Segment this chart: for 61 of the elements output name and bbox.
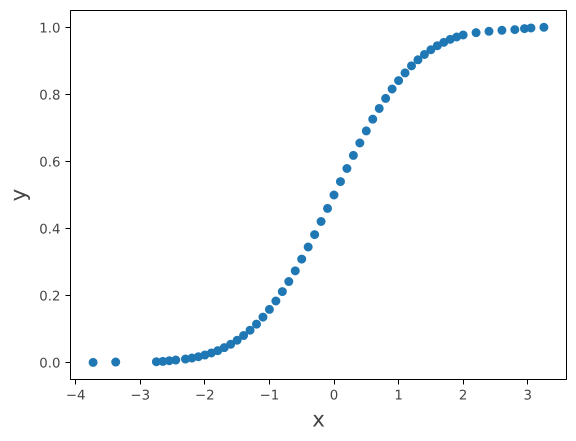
point — [400, 68, 410, 78]
y-tick-label: 0.6 — [39, 155, 61, 170]
point — [348, 150, 358, 160]
point — [381, 94, 390, 103]
y-tick-label: 0.8 — [39, 88, 61, 104]
point — [290, 266, 300, 276]
point — [264, 304, 274, 314]
point — [171, 356, 180, 365]
point — [316, 217, 326, 226]
point — [252, 320, 261, 329]
x-axis-title: x — [312, 408, 325, 432]
point — [111, 358, 120, 367]
point — [407, 61, 416, 70]
point — [232, 336, 242, 345]
y-tick-label: 1.0 — [39, 21, 61, 36]
point — [526, 23, 536, 32]
point — [246, 326, 255, 335]
y-axis-title: y — [6, 188, 32, 202]
point — [388, 84, 397, 94]
point — [336, 177, 345, 186]
x-tick-label: 2 — [458, 388, 468, 404]
point — [220, 343, 229, 352]
x-tick-label: −1 — [260, 388, 280, 404]
point — [472, 28, 481, 38]
point — [297, 254, 306, 264]
point — [271, 296, 280, 306]
point — [323, 204, 332, 213]
x-tick-label: 0 — [330, 388, 338, 404]
point — [439, 38, 448, 47]
x-tick-label: −4 — [66, 388, 86, 404]
point — [413, 55, 422, 64]
point — [362, 126, 371, 136]
point — [420, 50, 429, 59]
point — [497, 26, 506, 35]
point — [330, 190, 338, 200]
x-tick-label: 1 — [394, 388, 403, 404]
point — [426, 45, 436, 54]
point — [284, 277, 294, 286]
x-tick-label: −2 — [195, 388, 215, 404]
point — [458, 30, 468, 40]
point — [342, 164, 352, 173]
point — [394, 76, 404, 86]
point — [374, 104, 384, 113]
point — [539, 22, 548, 32]
point — [355, 138, 364, 148]
point — [226, 340, 236, 349]
point — [239, 331, 248, 340]
point — [510, 25, 520, 34]
y-tick-label: 0.0 — [39, 356, 61, 372]
point — [278, 287, 287, 296]
point — [88, 358, 98, 367]
point — [432, 41, 442, 50]
y-tick-label: 0.2 — [39, 290, 61, 305]
x-tick-label: −3 — [130, 388, 150, 404]
y-tick-label: 0.4 — [39, 222, 61, 238]
point — [310, 230, 320, 240]
point — [368, 114, 378, 124]
point — [258, 312, 268, 322]
point — [484, 26, 494, 36]
x-tick-label: 3 — [524, 388, 532, 404]
point — [304, 242, 313, 252]
